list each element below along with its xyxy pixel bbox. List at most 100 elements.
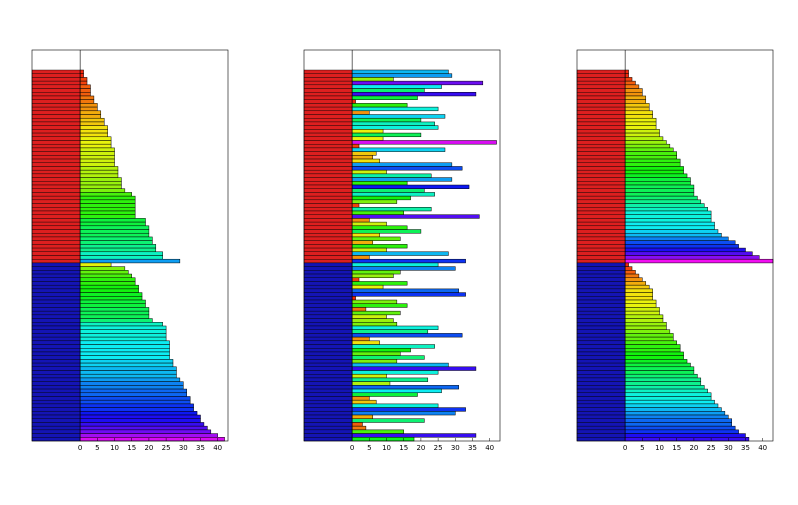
bar <box>351 99 356 104</box>
group-cell <box>576 195 626 201</box>
group-cell <box>303 325 353 330</box>
group-cell <box>303 374 353 379</box>
group-cell <box>303 344 353 349</box>
bar <box>624 84 640 89</box>
bar <box>79 103 98 108</box>
bar <box>79 203 136 208</box>
bar <box>351 199 398 204</box>
group-cell <box>31 251 81 256</box>
group-cell <box>31 281 81 286</box>
bar <box>79 214 136 219</box>
group-cell <box>576 92 626 97</box>
group-cell <box>576 207 626 212</box>
group-cell <box>31 188 81 193</box>
x-tick-label: 10 <box>382 444 391 452</box>
bar <box>79 385 184 390</box>
group-cell <box>31 240 81 245</box>
bar <box>351 166 463 171</box>
group-cell <box>31 399 81 405</box>
group-cell <box>576 192 626 197</box>
bar <box>79 270 129 275</box>
group-cell <box>31 106 81 112</box>
group-cell <box>303 140 353 145</box>
group-cell <box>576 407 626 412</box>
bar <box>624 140 667 145</box>
group-cell <box>576 84 626 89</box>
group-cell <box>31 359 81 364</box>
bar <box>79 84 91 89</box>
bar <box>79 284 139 290</box>
x-tick-label: 35 <box>196 444 205 452</box>
group-cell <box>31 284 81 290</box>
bar <box>79 218 146 223</box>
bar <box>351 425 367 431</box>
group-cell <box>576 425 626 431</box>
bar <box>624 77 633 82</box>
group-cell <box>576 377 626 382</box>
bar <box>351 270 401 275</box>
group-cell <box>31 273 81 278</box>
bar <box>79 80 88 86</box>
group-cell <box>576 88 626 93</box>
bar <box>351 307 367 312</box>
bar <box>79 199 136 204</box>
group-cell <box>31 310 81 316</box>
bar <box>79 195 136 201</box>
bar <box>351 273 394 279</box>
bar <box>351 207 432 212</box>
group-cell <box>576 114 626 119</box>
group-cell <box>31 322 81 327</box>
bar <box>624 307 660 312</box>
x-tick-label: 25 <box>434 444 443 452</box>
bar <box>351 418 425 423</box>
bar <box>79 273 132 279</box>
group-cell <box>303 77 353 82</box>
group-cell <box>31 433 81 438</box>
group-cell <box>576 385 626 390</box>
bar <box>624 92 643 97</box>
group-cell <box>31 214 81 219</box>
bar <box>624 281 647 286</box>
bar <box>79 169 119 175</box>
group-cell <box>576 414 626 419</box>
bar <box>351 77 394 82</box>
group-cell <box>576 169 626 175</box>
bar <box>79 255 163 260</box>
bar <box>79 99 95 104</box>
group-cell <box>31 307 81 312</box>
group-cell <box>31 299 81 304</box>
group-cell <box>576 95 626 100</box>
bar <box>624 322 667 327</box>
bar <box>79 366 177 371</box>
bar <box>79 95 95 100</box>
bar <box>79 277 136 282</box>
bar <box>624 169 684 175</box>
group-cell <box>31 95 81 100</box>
bar <box>351 377 429 382</box>
bar <box>351 355 425 360</box>
x-tick-label: 20 <box>144 444 153 452</box>
group-cell <box>576 422 626 427</box>
group-cell <box>576 118 626 123</box>
group-cell <box>303 333 353 338</box>
group-cell <box>303 407 353 412</box>
x-tick-label: 30 <box>724 444 733 452</box>
group-cell <box>303 336 353 342</box>
bar <box>351 106 439 112</box>
bar <box>624 262 629 267</box>
bar <box>79 370 177 375</box>
group-cell <box>31 162 81 167</box>
bar <box>351 151 377 156</box>
group-cell <box>303 362 353 367</box>
group-cell <box>31 296 81 301</box>
bar <box>624 366 695 371</box>
axes-frame <box>303 49 501 442</box>
group-cell <box>303 266 353 271</box>
bar <box>79 433 218 438</box>
group-cell <box>31 403 81 408</box>
group-cell <box>31 418 81 423</box>
bar <box>79 414 201 419</box>
group-cell <box>576 162 626 167</box>
x-tick-label: 40 <box>485 444 494 452</box>
group-cell <box>576 229 626 234</box>
